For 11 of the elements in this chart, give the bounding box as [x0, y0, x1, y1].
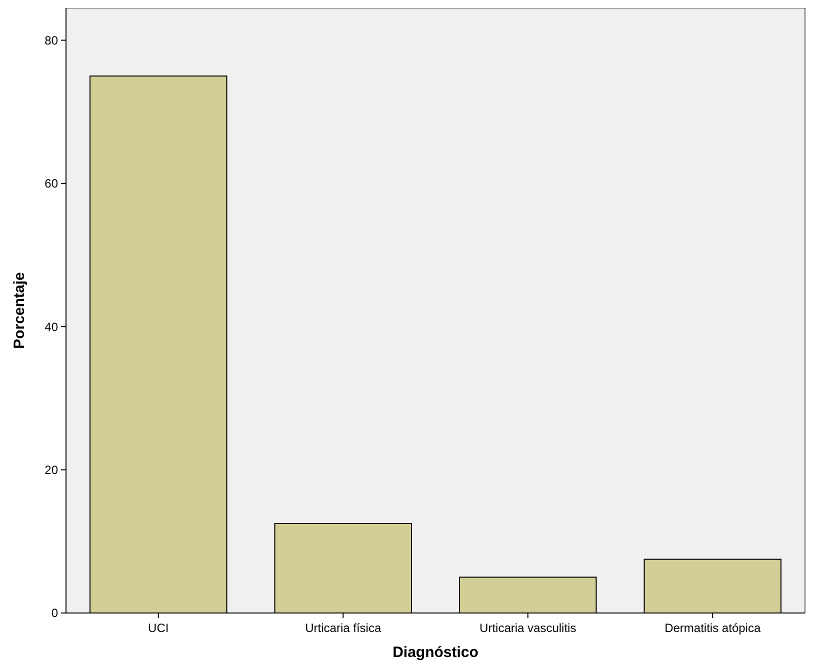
y-tick-label: 60 [44, 176, 58, 191]
y-axis-title: Porcentaje [11, 272, 28, 349]
y-tick-label: 80 [44, 33, 58, 48]
x-axis-title: Diagnóstico [392, 644, 478, 661]
y-tick-label: 20 [44, 463, 58, 478]
x-tick-label: Urticaria vasculitis [480, 621, 576, 635]
x-tick-label: Dermatitis atópica [664, 621, 761, 635]
y-tick-label: 40 [44, 320, 58, 334]
y-tick-label: 0 [51, 606, 58, 620]
x-tick-label: Urticaria física [305, 621, 382, 635]
x-tick-label: UCI [148, 621, 169, 635]
